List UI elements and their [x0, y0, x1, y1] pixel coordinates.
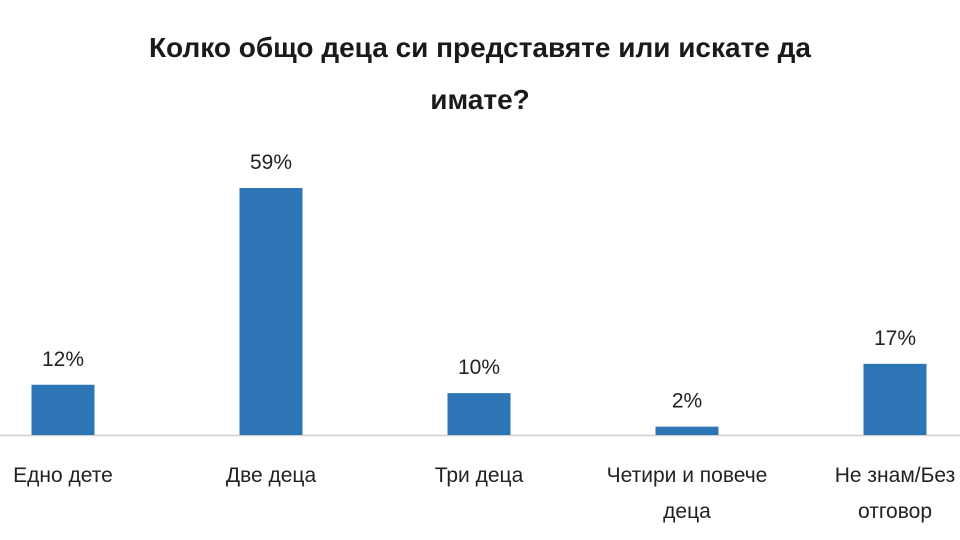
chart-title: Колко общо деца си представяте или искат…: [0, 22, 960, 126]
data-label: 59%: [250, 151, 292, 174]
category-tick-label: Три деца: [435, 464, 524, 487]
category-tick-label: Четири и повече: [607, 464, 768, 487]
bar: [31, 384, 95, 435]
chart-title-line-1: Колко общо деца си представяте или искат…: [148, 32, 812, 63]
category-tick-label: Едно дете: [13, 464, 113, 487]
bar: [863, 363, 927, 435]
category-tick-label: Две деца: [226, 464, 317, 487]
category-tick-label: отговор: [858, 500, 932, 523]
data-label: 17%: [874, 327, 916, 350]
category-tick-label: Не знам/Без: [835, 464, 955, 487]
bar: [655, 426, 719, 435]
data-label: 2%: [672, 390, 702, 413]
bar: [447, 393, 511, 435]
data-label: 12%: [42, 348, 84, 371]
bar: [239, 188, 303, 435]
chart-title-line-2: имате?: [430, 84, 530, 115]
category-tick-label: деца: [663, 500, 711, 523]
data-label: 10%: [458, 356, 500, 379]
